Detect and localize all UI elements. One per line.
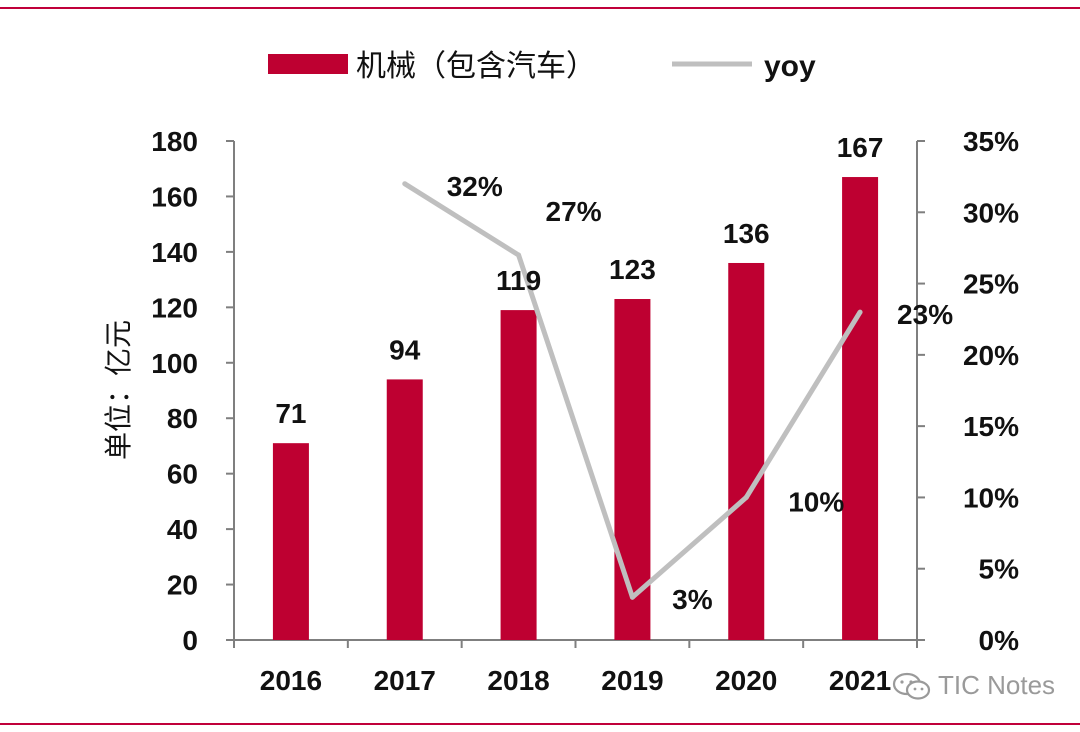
bar-value-label: 94 bbox=[389, 334, 421, 365]
x-tick-label: 2019 bbox=[601, 665, 663, 696]
y-axis-title: 单位：亿元 bbox=[102, 320, 135, 460]
watermark: TIC Notes bbox=[892, 670, 1055, 701]
bar bbox=[500, 310, 537, 640]
yoy-line-layer bbox=[402, 181, 863, 600]
left-tick-label: 20 bbox=[167, 570, 198, 601]
x-tick-label: 2021 bbox=[829, 665, 891, 696]
legend-bar-label: 机械（包含汽车） bbox=[356, 49, 596, 84]
yoy-value-label: 32% bbox=[447, 171, 503, 202]
left-tick-label: 180 bbox=[151, 126, 198, 157]
data-labels: 71 94 119 123 136 167 32% 27% 3% 10% 23% bbox=[275, 132, 953, 615]
bottom-border-line bbox=[0, 723, 1080, 725]
yoy-value-label: 3% bbox=[672, 584, 713, 615]
right-tick-label: 20% bbox=[963, 340, 1019, 371]
bar-value-label: 136 bbox=[723, 218, 770, 249]
yoy-point bbox=[857, 309, 863, 315]
legend-line-label: yoy bbox=[764, 50, 816, 83]
right-tick-label: 5% bbox=[979, 554, 1020, 585]
yoy-point bbox=[629, 594, 635, 600]
left-tick-label: 0 bbox=[182, 625, 198, 656]
legend-bar-swatch bbox=[268, 54, 348, 74]
bar bbox=[386, 379, 423, 640]
yoy-point bbox=[743, 494, 749, 500]
bar bbox=[272, 443, 309, 640]
bar-value-label: 123 bbox=[609, 254, 656, 285]
right-tick-label: 25% bbox=[963, 269, 1019, 300]
left-tick-label: 40 bbox=[167, 514, 198, 545]
left-tick-label: 100 bbox=[151, 348, 198, 379]
right-tick-label: 15% bbox=[963, 411, 1019, 442]
right-tick-label: 0% bbox=[979, 625, 1020, 656]
left-tick-label: 160 bbox=[151, 181, 198, 212]
x-tick-label: 2016 bbox=[260, 665, 322, 696]
left-tick-label: 120 bbox=[151, 292, 198, 323]
bar-value-label: 71 bbox=[275, 398, 306, 429]
bar-value-label: 167 bbox=[837, 132, 884, 163]
bar bbox=[842, 177, 879, 641]
left-tick-label: 80 bbox=[167, 403, 198, 434]
bar-value-label: 119 bbox=[496, 265, 541, 296]
right-tick-label: 30% bbox=[963, 197, 1019, 228]
axes: 0 20 40 60 80 100 120 140 160 180 0% 5% 10% 15% 20% 25%… bbox=[151, 126, 1019, 696]
bar bbox=[728, 262, 765, 640]
top-border-line bbox=[0, 7, 1080, 9]
bars bbox=[272, 177, 879, 641]
bar bbox=[614, 299, 651, 640]
x-tick-label: 2020 bbox=[715, 665, 777, 696]
legend: 机械（包含汽车） yoy bbox=[268, 49, 816, 84]
x-tick-label: 2017 bbox=[374, 665, 436, 696]
yoy-value-label: 10% bbox=[788, 486, 844, 517]
yoy-value-label: 23% bbox=[897, 299, 953, 330]
right-tick-label: 10% bbox=[963, 482, 1019, 513]
left-tick-label: 140 bbox=[151, 237, 198, 268]
yoy-point bbox=[516, 252, 522, 258]
yoy-point bbox=[402, 181, 408, 187]
watermark-text: TIC Notes bbox=[938, 670, 1056, 700]
right-tick-label: 35% bbox=[963, 126, 1019, 157]
left-tick-label: 60 bbox=[167, 459, 198, 490]
wechat-icon bbox=[892, 672, 931, 700]
yoy-value-label: 27% bbox=[546, 196, 602, 227]
x-tick-label: 2018 bbox=[487, 665, 549, 696]
